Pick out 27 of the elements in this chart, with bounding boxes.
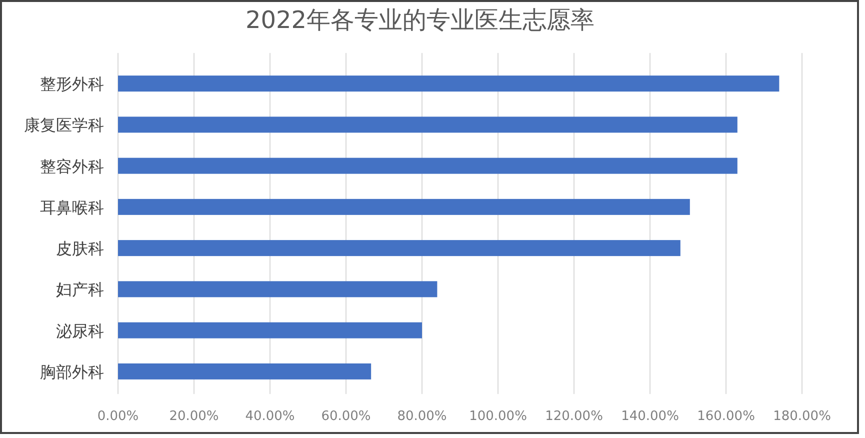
x-tick-label: 40.00% (245, 409, 295, 424)
bar (118, 322, 422, 338)
y-tick-label: 皮肤科 (56, 239, 104, 258)
x-tick-label: 180.00% (773, 409, 831, 424)
x-tick-label: 140.00% (621, 409, 679, 424)
y-tick-label: 康复医学科 (24, 116, 104, 135)
y-tick-label: 胸部外科 (40, 362, 104, 382)
y-tick-label: 妇产科 (56, 280, 104, 300)
y-tick-label: 耳鼻喉科 (40, 198, 104, 217)
x-tick-label: 80.00% (397, 409, 447, 424)
x-tick-label: 0.00% (97, 409, 139, 424)
y-tick-label: 泌尿科 (56, 321, 104, 340)
x-tick-label: 120.00% (545, 409, 603, 424)
x-tick-label: 100.00% (469, 409, 527, 424)
x-tick-label: 60.00% (321, 409, 371, 424)
y-tick-label: 整容外科 (40, 156, 104, 176)
bar (118, 240, 680, 256)
y-tick-label: 整形外科 (40, 74, 104, 94)
x-tick-label: 160.00% (697, 409, 755, 424)
bar (118, 76, 780, 92)
bar (118, 281, 438, 298)
bar (118, 116, 738, 133)
bar (118, 158, 738, 174)
bar (118, 363, 372, 380)
bar (118, 198, 690, 215)
chart-title: 2022年各专业的专业医生志愿率 (245, 6, 595, 34)
x-tick-label: 20.00% (169, 409, 219, 424)
